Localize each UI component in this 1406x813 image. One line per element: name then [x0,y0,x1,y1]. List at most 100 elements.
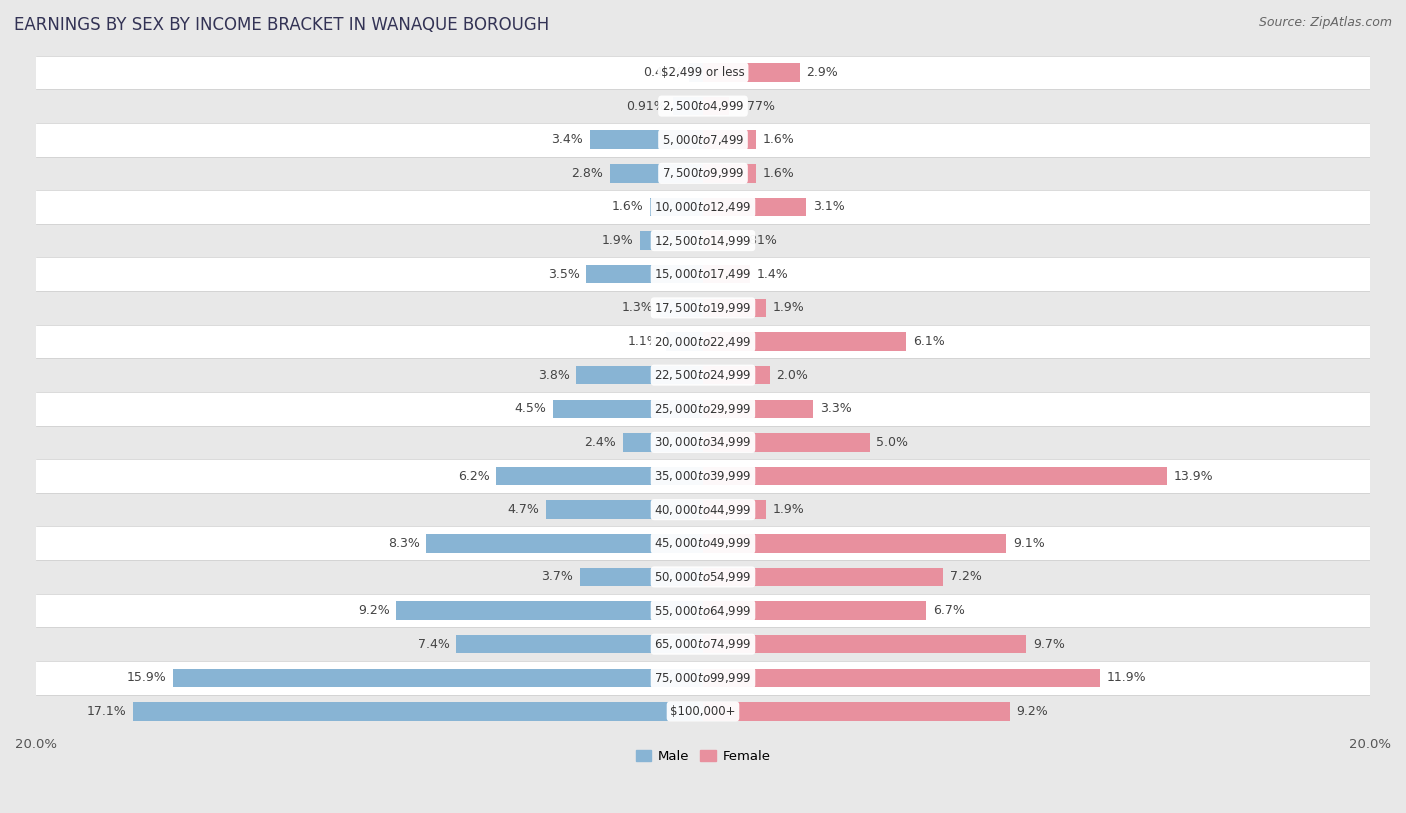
Bar [37,190,1369,224]
Bar [37,55,1369,89]
Text: 2.9%: 2.9% [807,66,838,79]
Bar [703,702,1010,720]
Text: $65,000 to $74,999: $65,000 to $74,999 [654,637,752,651]
Bar [37,157,1369,190]
Bar [37,527,1369,560]
Text: 7.4%: 7.4% [418,637,450,650]
Bar [426,534,703,553]
Text: $20,000 to $22,499: $20,000 to $22,499 [654,334,752,349]
Text: Source: ZipAtlas.com: Source: ZipAtlas.com [1258,16,1392,29]
Text: $17,500 to $19,999: $17,500 to $19,999 [654,301,752,315]
Bar [703,63,800,82]
Bar [37,560,1369,593]
Text: 5.0%: 5.0% [876,436,908,449]
Text: 13.9%: 13.9% [1173,470,1213,483]
Bar [37,459,1369,493]
Bar [132,702,703,720]
Text: 6.7%: 6.7% [934,604,965,617]
Bar [703,635,1026,654]
Text: 15.9%: 15.9% [127,672,166,685]
Text: $7,500 to $9,999: $7,500 to $9,999 [662,167,744,180]
Bar [703,333,907,350]
Text: 1.6%: 1.6% [763,133,794,146]
Bar [703,232,730,250]
Bar [173,668,703,687]
Bar [703,198,807,216]
Text: $2,500 to $4,999: $2,500 to $4,999 [662,99,744,113]
Bar [547,501,703,519]
Text: 0.81%: 0.81% [737,234,776,247]
Text: $100,000+: $100,000+ [671,705,735,718]
Bar [586,265,703,284]
Bar [659,298,703,317]
Bar [589,130,703,149]
Text: 1.6%: 1.6% [612,201,643,214]
Text: $40,000 to $44,999: $40,000 to $44,999 [654,502,752,516]
Text: 1.4%: 1.4% [756,267,789,280]
Text: 3.1%: 3.1% [813,201,845,214]
Text: 6.1%: 6.1% [912,335,945,348]
Bar [496,467,703,485]
Text: 9.1%: 9.1% [1014,537,1045,550]
Bar [576,366,703,385]
Bar [610,164,703,183]
Bar [37,694,1369,728]
Bar [37,661,1369,694]
Bar [703,298,766,317]
Text: $10,000 to $12,499: $10,000 to $12,499 [654,200,752,214]
Bar [703,265,749,284]
Bar [37,593,1369,628]
Bar [37,392,1369,425]
Bar [703,534,1007,553]
Bar [703,399,813,418]
Bar [689,63,703,82]
Bar [37,425,1369,459]
Text: 1.6%: 1.6% [763,167,794,180]
Text: $25,000 to $29,999: $25,000 to $29,999 [654,402,752,415]
Text: 3.7%: 3.7% [541,571,572,584]
Bar [37,291,1369,324]
Bar [37,324,1369,359]
Text: 9.2%: 9.2% [1017,705,1049,718]
Bar [703,97,728,115]
Bar [553,399,703,418]
Text: 2.4%: 2.4% [585,436,616,449]
Bar [666,333,703,350]
Text: 1.3%: 1.3% [621,302,652,315]
Bar [650,198,703,216]
Text: 1.9%: 1.9% [773,503,804,516]
Bar [703,164,756,183]
Text: 0.77%: 0.77% [735,100,775,112]
Bar [37,628,1369,661]
Text: $22,500 to $24,999: $22,500 to $24,999 [654,368,752,382]
Text: 2.8%: 2.8% [571,167,603,180]
Text: 17.1%: 17.1% [86,705,127,718]
Bar [703,602,927,620]
Text: 7.2%: 7.2% [950,571,981,584]
Bar [703,366,769,385]
Text: 9.2%: 9.2% [357,604,389,617]
Text: $45,000 to $49,999: $45,000 to $49,999 [654,537,752,550]
Text: 4.5%: 4.5% [515,402,547,415]
Text: 9.7%: 9.7% [1033,637,1064,650]
Legend: Male, Female: Male, Female [630,746,776,769]
Bar [623,433,703,452]
Text: $30,000 to $34,999: $30,000 to $34,999 [654,436,752,450]
Text: $35,000 to $39,999: $35,000 to $39,999 [654,469,752,483]
Bar [37,123,1369,157]
Text: $75,000 to $99,999: $75,000 to $99,999 [654,671,752,685]
Text: 3.8%: 3.8% [537,368,569,381]
Text: 1.9%: 1.9% [602,234,633,247]
Bar [703,567,943,586]
Bar [456,635,703,654]
Text: 6.2%: 6.2% [458,470,489,483]
Text: 1.1%: 1.1% [628,335,659,348]
Text: 4.7%: 4.7% [508,503,540,516]
Bar [703,467,1167,485]
Text: $5,000 to $7,499: $5,000 to $7,499 [662,133,744,146]
Text: 3.3%: 3.3% [820,402,852,415]
Text: $15,000 to $17,499: $15,000 to $17,499 [654,267,752,281]
Text: $55,000 to $64,999: $55,000 to $64,999 [654,603,752,618]
Bar [579,567,703,586]
Bar [37,224,1369,258]
